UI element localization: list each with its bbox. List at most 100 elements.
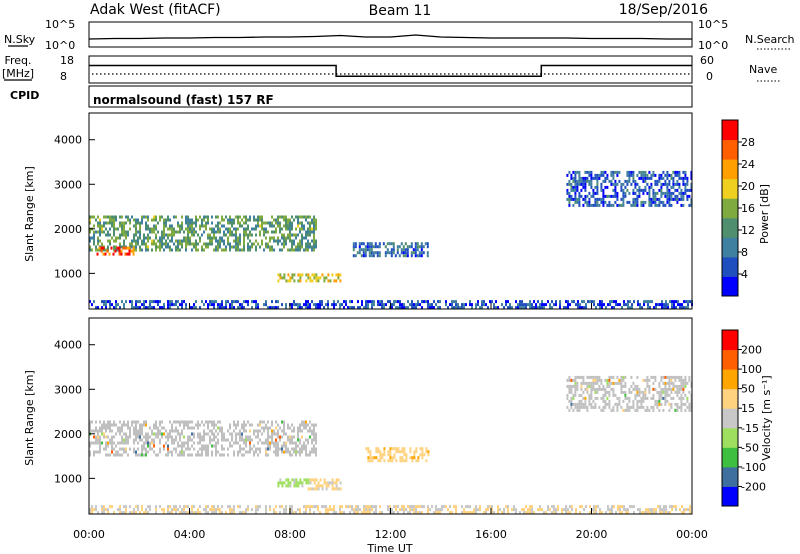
data-cell	[259, 218, 261, 222]
data-cell	[187, 242, 189, 246]
data-cell	[107, 511, 109, 515]
data-cell	[373, 505, 375, 509]
data-cell	[580, 182, 583, 186]
data-cell	[187, 423, 189, 427]
data-cell	[225, 306, 227, 310]
data-cell	[622, 182, 625, 186]
data-cell	[305, 218, 307, 222]
data-cell	[364, 254, 367, 258]
data-cell	[225, 215, 227, 219]
data-cell	[580, 384, 583, 388]
data-cell	[217, 508, 219, 512]
data-cell	[658, 188, 661, 192]
data-cell	[109, 423, 111, 427]
data-cell	[155, 300, 157, 304]
data-cell	[612, 188, 615, 192]
data-cell	[409, 505, 411, 509]
data-cell	[608, 378, 611, 382]
data-cell	[636, 173, 639, 177]
data-cell	[670, 191, 673, 195]
data-cell	[277, 453, 279, 457]
data-cell	[161, 420, 163, 424]
data-cell	[608, 399, 611, 403]
data-cell	[89, 221, 91, 225]
data-cell	[411, 456, 414, 460]
colorbar-segment	[722, 237, 738, 258]
data-cell	[285, 306, 287, 310]
data-cell	[269, 508, 271, 512]
data-cell	[261, 432, 263, 436]
data-cell	[365, 303, 367, 307]
data-cell	[523, 508, 525, 512]
data-cell	[237, 242, 239, 246]
data-cell	[229, 248, 231, 252]
data-cell	[609, 300, 611, 304]
data-cell	[568, 387, 571, 391]
data-cell	[309, 481, 312, 485]
data-cell	[247, 438, 249, 442]
data-cell	[145, 450, 147, 454]
data-cell	[217, 441, 219, 445]
data-cell	[165, 233, 167, 237]
data-cell	[237, 432, 239, 436]
data-cell	[155, 233, 157, 237]
data-cell	[582, 179, 585, 183]
data-cell	[629, 306, 631, 310]
data-cell	[644, 200, 647, 204]
data-cell	[197, 435, 199, 439]
data-cell	[211, 508, 213, 512]
data-cell	[173, 215, 175, 219]
data-cell	[95, 245, 97, 249]
data-cell	[251, 423, 253, 427]
data-cell	[147, 236, 149, 240]
data-cell	[121, 447, 123, 451]
data-cell	[690, 188, 693, 192]
colorbar-tick: 4	[741, 268, 748, 281]
data-cell	[215, 511, 217, 515]
data-cell	[161, 426, 163, 430]
data-cell	[277, 435, 279, 439]
data-cell	[634, 200, 637, 204]
data-cell	[157, 221, 159, 225]
data-cell	[295, 441, 297, 445]
data-cell	[596, 185, 599, 189]
data-cell	[127, 453, 129, 457]
data-cell	[423, 453, 426, 457]
nsky-label: N.Sky	[4, 33, 36, 46]
data-cell	[219, 245, 221, 249]
data-cell	[259, 230, 261, 234]
data-cell	[269, 444, 271, 448]
data-cell	[477, 508, 479, 512]
data-cell	[299, 227, 301, 231]
data-cell	[139, 426, 141, 430]
data-cell	[618, 170, 621, 174]
data-cell	[227, 221, 229, 225]
data-cell	[377, 459, 380, 463]
data-cell	[279, 224, 281, 228]
data-cell	[627, 306, 629, 310]
data-cell	[521, 303, 523, 307]
data-cell	[372, 245, 375, 249]
data-cell	[165, 429, 167, 433]
data-cell	[652, 191, 655, 195]
data-cell	[89, 245, 91, 249]
data-cell	[263, 420, 265, 424]
data-cell	[157, 245, 159, 249]
data-cell	[388, 242, 391, 246]
data-cell	[93, 435, 95, 439]
data-cell	[307, 441, 309, 445]
data-cell	[107, 423, 109, 427]
data-cell	[606, 176, 609, 180]
data-cell	[207, 233, 209, 237]
data-cell	[602, 387, 605, 391]
data-cell	[215, 447, 217, 451]
data-cell	[616, 381, 619, 385]
data-cell	[684, 375, 687, 379]
data-cell	[642, 176, 645, 180]
data-cell	[367, 300, 369, 304]
data-cell	[658, 197, 661, 201]
data-cell	[499, 508, 501, 512]
colorbar-segment	[722, 159, 738, 180]
data-cell	[357, 505, 359, 509]
data-cell	[676, 387, 679, 391]
